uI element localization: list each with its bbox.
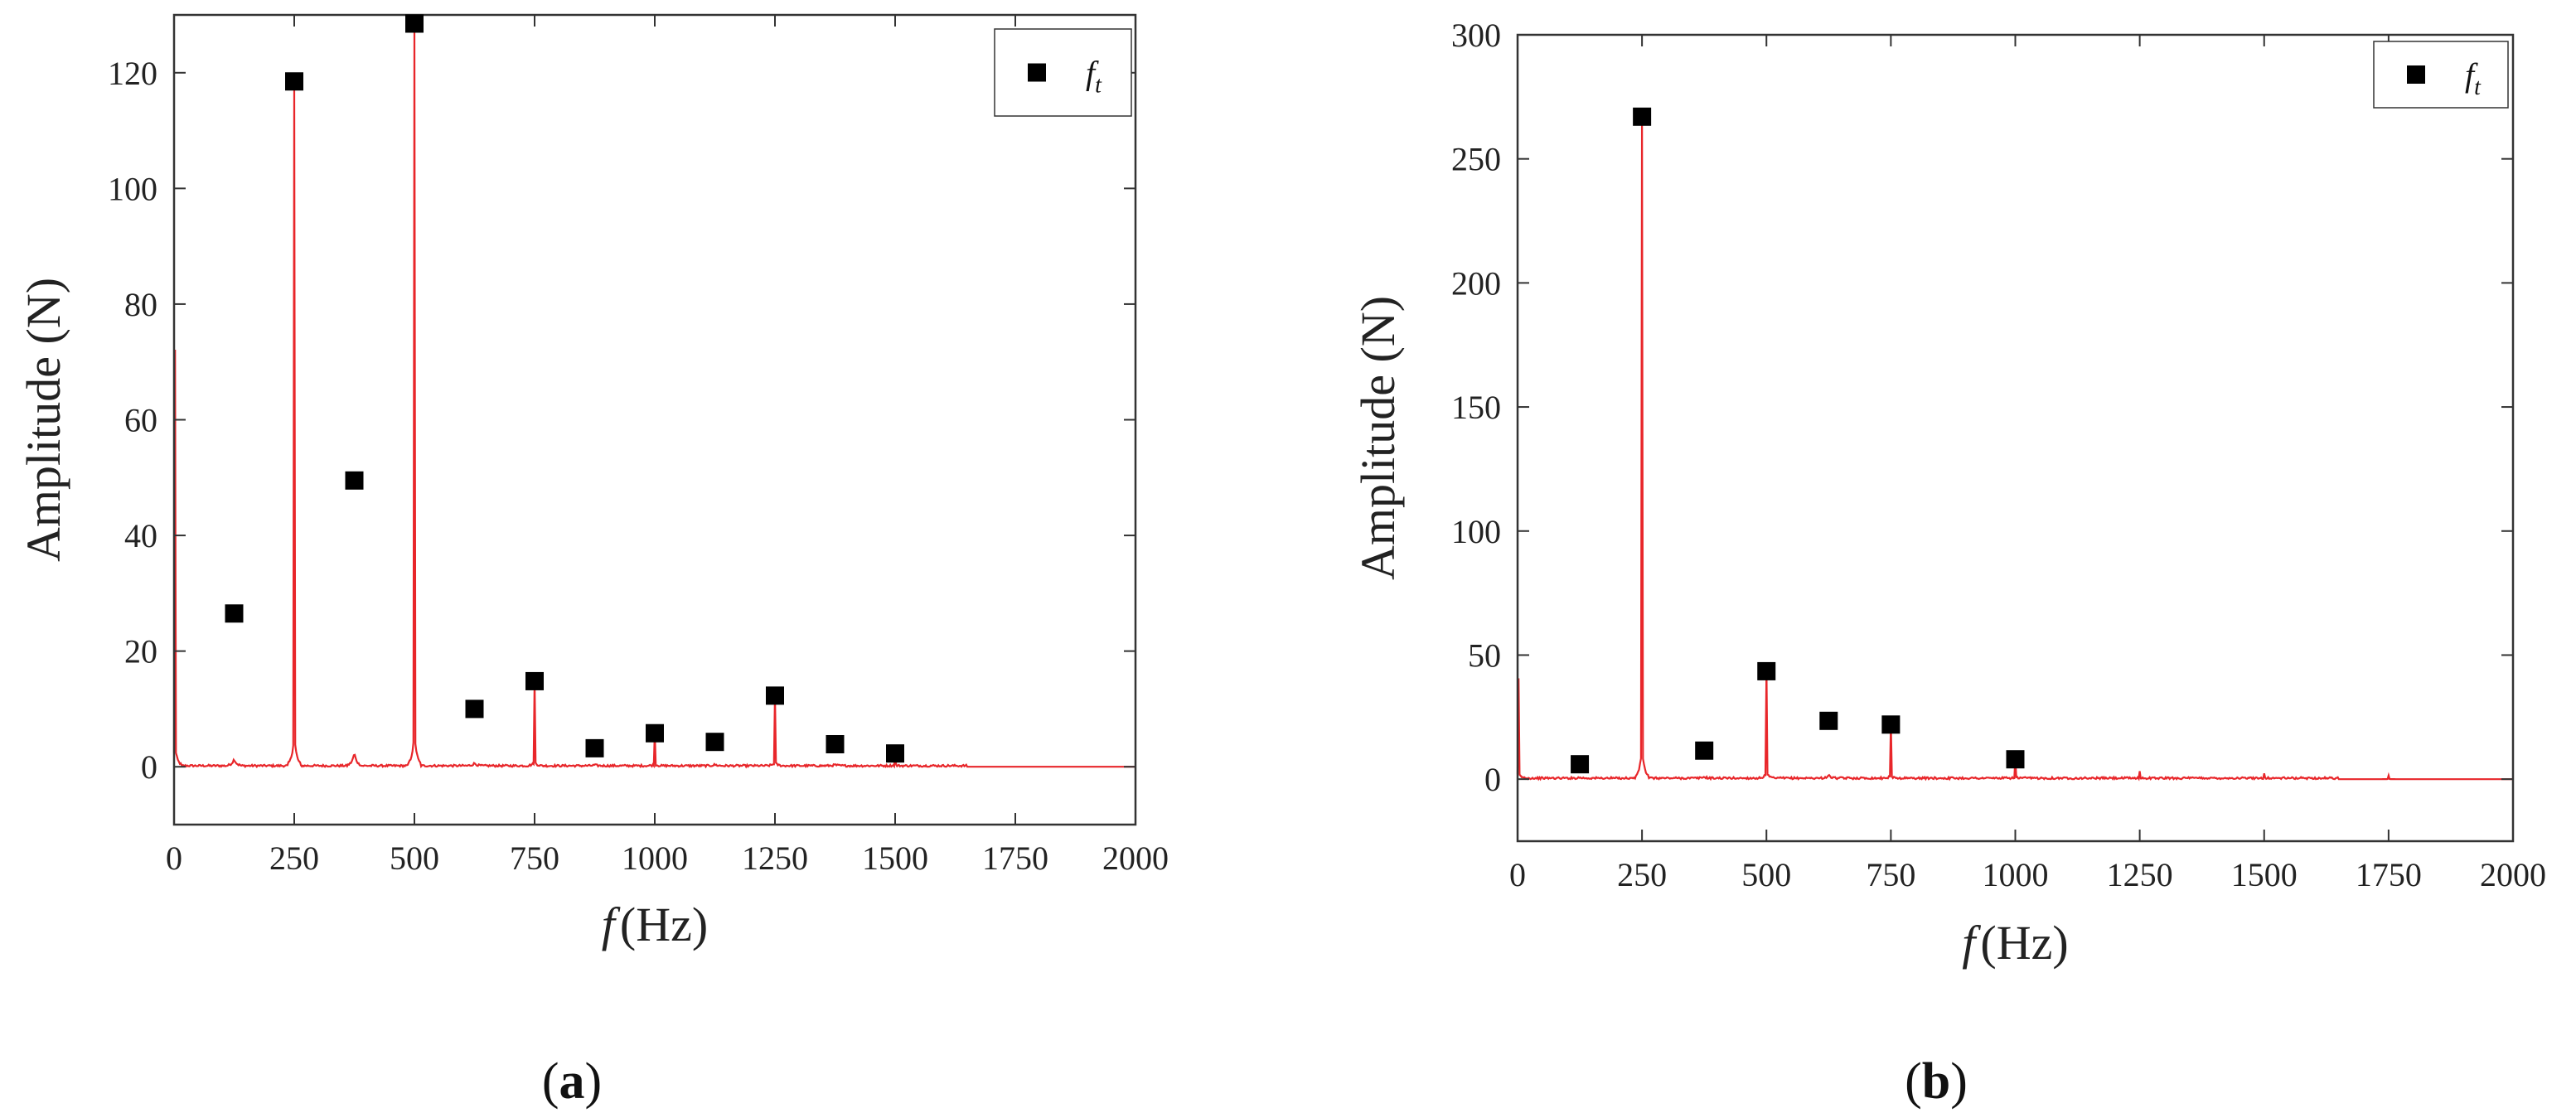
x-tick-label: 1500 [862, 840, 928, 877]
legend-marker [2407, 65, 2425, 84]
data-marker [465, 699, 484, 719]
data-marker [1571, 755, 1590, 774]
y-tick-label: 50 [1468, 636, 1501, 674]
panel-label-letter: a [559, 1053, 585, 1110]
y-tick-label: 40 [124, 517, 157, 554]
x-tick-label: 0 [1509, 856, 1526, 893]
legend-label-sub: t [1095, 73, 1102, 99]
data-marker [886, 744, 904, 763]
x-tick-label: 1000 [622, 840, 688, 877]
data-marker [285, 72, 303, 91]
y-tick-label: 80 [124, 286, 157, 323]
x-axis-symbol: f [602, 898, 621, 951]
y-tick-label: 0 [1484, 761, 1501, 798]
y-tick-label: 250 [1451, 141, 1501, 178]
data-marker [345, 471, 364, 490]
x-tick-label: 2000 [1102, 840, 1169, 877]
panel-label: (a) [542, 1053, 602, 1110]
x-tick-label: 1250 [742, 840, 808, 877]
x-tick-label: 1500 [2231, 856, 2298, 893]
legend: ft [2373, 41, 2509, 109]
data-marker [705, 733, 724, 752]
panel-label: (b) [1905, 1053, 1968, 1110]
spectrum-line [172, 22, 1135, 769]
y-tick-label: 100 [1451, 513, 1501, 550]
x-tick-label: 1750 [982, 840, 1048, 877]
y-tick-label: 100 [108, 170, 157, 207]
y-tick-label: 20 [124, 633, 157, 670]
x-axis-unit: (Hz) [620, 898, 708, 951]
legend: ft [994, 28, 1132, 117]
spectrum-line [1516, 114, 2513, 782]
y-tick-label: 60 [124, 402, 157, 439]
data-marker [585, 738, 604, 757]
x-tick-label: 2000 [2480, 856, 2546, 893]
plot-frame [1516, 33, 2515, 843]
data-marker [1695, 741, 1714, 760]
data-marker [225, 604, 244, 623]
data-marker [405, 14, 424, 33]
x-tick-label: 750 [1866, 856, 1915, 893]
x-axis-symbol: f [1962, 916, 1981, 970]
data-marker [826, 734, 845, 753]
panel-label-open: ( [542, 1053, 559, 1110]
legend-box [994, 28, 1132, 117]
y-axis-label: Amplitude (N) [17, 278, 70, 562]
data-marker [525, 671, 544, 690]
x-tick-label: 500 [390, 840, 439, 877]
data-marker [646, 723, 664, 743]
data-marker [1633, 107, 1652, 126]
x-tick-label: 250 [269, 840, 319, 877]
x-axis-label: f (Hz) [602, 898, 708, 951]
x-axis-label: f (Hz) [1962, 916, 2068, 970]
data-marker [1819, 711, 1838, 730]
chart-panel-b: 0 250 500 750 1000 1250 1500 1750 2000 0 50 100 150 2… [1288, 0, 2576, 1113]
chart-panel-a: 0 250 500 750 1000 1250 1500 1750 2000 0 20 40 60 80 1… [17, 13, 1169, 1110]
x-tick-label: 1750 [2356, 856, 2422, 893]
y-axis-label: Amplitude (N) [1351, 296, 1405, 580]
legend-label-sub: t [2474, 75, 2482, 100]
y-tick-label: 150 [1451, 389, 1501, 426]
x-tick-label: 750 [510, 840, 559, 877]
panel-label-open: ( [1905, 1053, 1922, 1110]
data-marker [2006, 750, 2025, 769]
chart-b-svg: 0 250 500 750 1000 1250 1500 1750 2000 0 50 100 150 2… [1351, 17, 2546, 1110]
data-marker [766, 686, 784, 705]
x-axis-unit: (Hz) [1980, 916, 2068, 970]
x-tick-label: 250 [1617, 856, 1667, 893]
x-tick-label: 1000 [1983, 856, 2049, 893]
legend-box [2373, 41, 2509, 109]
y-tick-label: 120 [108, 55, 157, 92]
x-tick-label: 1250 [2107, 856, 2173, 893]
panel-label-close: ) [585, 1053, 603, 1110]
x-tick-label: 500 [1741, 856, 1791, 893]
chart-a-svg: 0 250 500 750 1000 1250 1500 1750 2000 0 20 40 60 80 1… [17, 13, 1169, 1110]
plot-frame [172, 13, 1137, 826]
y-tick-label: 0 [141, 748, 157, 786]
x-tick-label: 0 [166, 840, 182, 877]
data-marker [1757, 661, 1776, 680]
panel-label-letter: b [1922, 1053, 1950, 1110]
y-tick-label: 300 [1451, 17, 1501, 54]
y-tick-label: 200 [1451, 264, 1501, 302]
data-marker [1881, 715, 1901, 734]
panel-label-close: ) [1950, 1053, 1968, 1110]
legend-marker [1028, 63, 1046, 82]
